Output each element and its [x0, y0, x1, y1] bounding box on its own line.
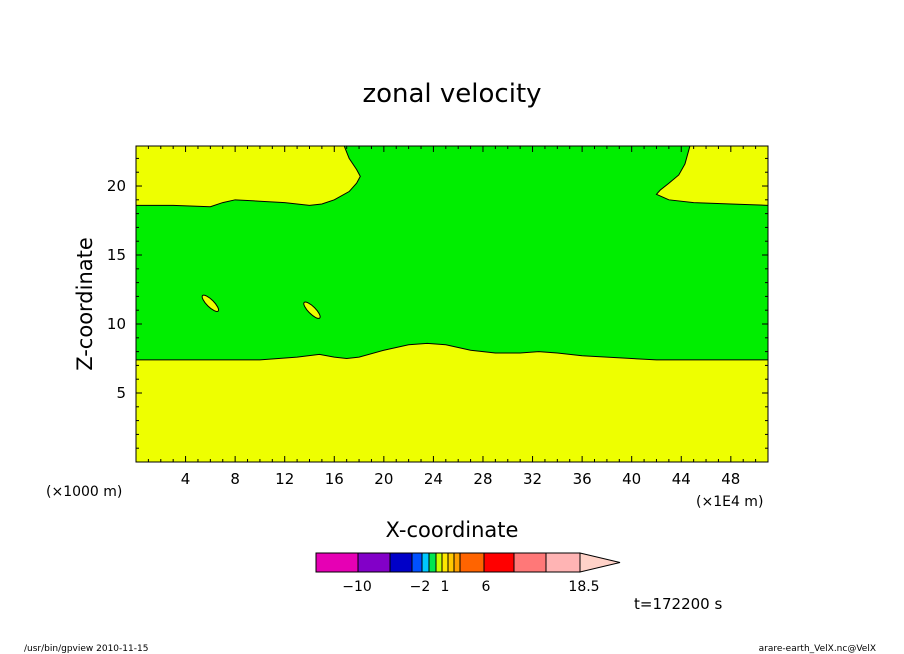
y-tick-label: 10 — [107, 315, 126, 333]
colorbar-swatch — [435, 552, 443, 573]
colorbar-swatch — [428, 552, 437, 573]
colorbar-swatch — [357, 552, 391, 573]
colorbar-swatch — [459, 552, 485, 573]
y-axis-label: Z-coordinate — [73, 237, 97, 371]
x-tick-label: 8 — [230, 470, 240, 488]
x-tick-label: 4 — [181, 470, 191, 488]
x-tick-labels: 4 8 12 16 20 24 28 32 36 40 44 48 — [181, 470, 741, 488]
x-tick-label: 32 — [523, 470, 542, 488]
colorbar-label: −10 — [342, 579, 372, 595]
colorbar-label: −2 — [410, 579, 431, 595]
colorbar-label: 18.5 — [568, 579, 599, 595]
x-tick-label: 40 — [622, 470, 641, 488]
colorbar — [315, 552, 621, 573]
plot-area — [136, 146, 768, 462]
x-tick-label: 16 — [325, 470, 344, 488]
colorbar-swatch — [421, 552, 430, 573]
y-tick-label: 15 — [107, 246, 126, 264]
footer-left: /usr/bin/gpview 2010-11-15 — [24, 644, 148, 654]
y-tick-label: 5 — [116, 384, 126, 402]
colorbar-swatch — [447, 552, 455, 573]
y-tick-labels: 5 10 15 20 — [107, 177, 126, 402]
colorbar-labels: −10 −2 1 6 18.5 — [342, 579, 599, 595]
colorbar-swatch — [389, 552, 413, 573]
plot-frame — [135, 145, 769, 463]
colorbar-swatch — [453, 552, 461, 573]
colorbar-swatch — [315, 552, 359, 573]
x-axis-label: X-coordinate — [386, 518, 519, 542]
colorbar-label: 1 — [441, 579, 450, 595]
colorbar-swatch — [545, 552, 581, 573]
colorbar-swatch — [513, 552, 547, 573]
colorbar-label: 6 — [482, 579, 491, 595]
chart-title: zonal velocity — [362, 79, 541, 109]
upper-right-yellow-region — [655, 146, 768, 206]
x-tick-label: 24 — [424, 470, 443, 488]
y-tick-label: 20 — [107, 177, 126, 195]
upper-left-yellow-region — [136, 146, 361, 208]
contour-island-1 — [201, 294, 220, 312]
x-unit-label-right: (×1E4 m) — [696, 494, 763, 510]
colorbar-arrow — [579, 552, 621, 573]
contour-island-2 — [303, 301, 321, 319]
x-tick-label: 44 — [672, 470, 691, 488]
x-unit-label-left: (×1000 m) — [46, 484, 122, 500]
x-tick-label: 28 — [473, 470, 492, 488]
x-tick-label: 48 — [721, 470, 740, 488]
colorbar-swatch — [441, 552, 449, 573]
colorbar-swatch — [483, 552, 515, 573]
x-tick-label: 12 — [275, 470, 294, 488]
x-tick-label: 20 — [374, 470, 393, 488]
time-annotation: t=172200 s — [634, 595, 722, 613]
lower-yellow-layer — [136, 342, 768, 462]
axis-ticks — [136, 146, 768, 462]
colorbar-swatch — [411, 552, 423, 573]
footer-right: arare-earth_VelX.nc@VelX — [759, 644, 876, 654]
x-tick-label: 36 — [573, 470, 592, 488]
